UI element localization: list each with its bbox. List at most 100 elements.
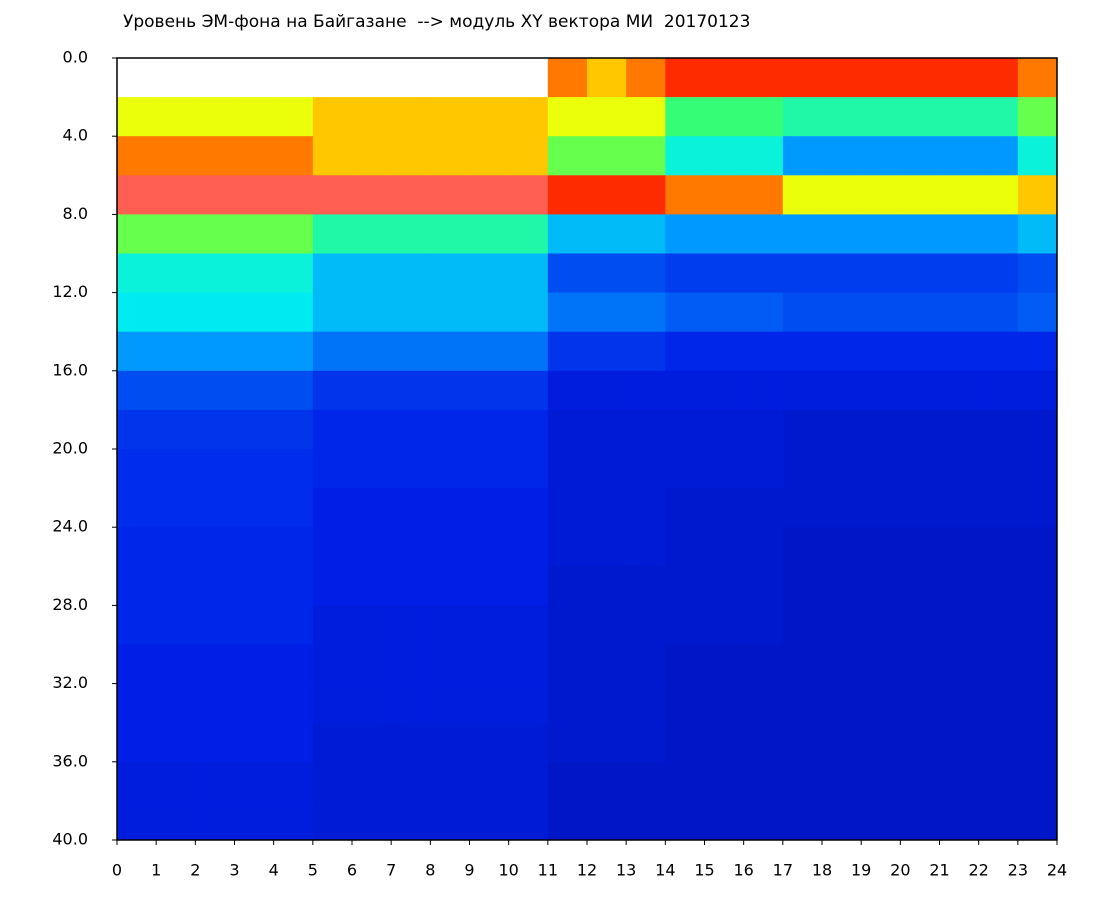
heat-cell	[430, 800, 470, 841]
heat-cell	[273, 136, 314, 176]
heat-cell	[234, 214, 275, 254]
heat-cell	[508, 800, 549, 841]
heat-cell	[822, 214, 862, 254]
heat-cell	[352, 644, 392, 685]
x-tick-label: 24	[1047, 861, 1067, 880]
heat-cell	[743, 449, 784, 489]
heat-cell	[587, 253, 627, 294]
heat-cell	[626, 605, 666, 645]
heat-cell	[978, 527, 1019, 567]
heat-cell	[665, 644, 705, 685]
heat-cell	[273, 488, 314, 528]
heat-cell	[391, 331, 431, 372]
heat-cell	[782, 605, 823, 645]
heat-cell	[117, 800, 157, 841]
heat-cell	[587, 605, 627, 645]
heat-cell	[391, 605, 431, 645]
heat-cell	[273, 722, 314, 763]
heat-cell	[626, 253, 666, 294]
heat-cell	[822, 449, 862, 489]
y-tick-label: 16.0	[52, 360, 88, 379]
heat-cell	[1017, 253, 1058, 294]
heat-cell	[861, 175, 901, 215]
heat-cell	[508, 449, 549, 489]
heat-cell	[391, 722, 431, 763]
x-tick-label: 16	[733, 861, 753, 880]
heat-cell	[312, 370, 353, 411]
heat-cell	[273, 566, 314, 606]
heat-cell	[704, 409, 745, 450]
heat-cell	[234, 253, 275, 294]
heat-cell	[861, 527, 901, 567]
heat-cell	[391, 449, 431, 489]
heat-cell	[978, 292, 1019, 333]
heat-cell	[273, 644, 314, 685]
heat-cell	[547, 97, 588, 137]
heat-cell	[861, 605, 901, 645]
heat-cell	[273, 253, 314, 294]
heat-cell	[665, 761, 705, 802]
heat-cell	[704, 449, 745, 489]
heat-cell	[743, 644, 784, 685]
heat-cell	[587, 644, 627, 685]
heat-cell	[234, 488, 275, 528]
heat-cell	[312, 683, 353, 724]
heat-cell	[743, 97, 784, 137]
heat-cell	[391, 370, 431, 411]
heat-cell	[822, 683, 862, 724]
x-tick-label: 0	[112, 861, 122, 880]
heat-cell	[312, 97, 353, 137]
y-tick-label: 24.0	[52, 517, 88, 536]
heat-cell	[1017, 761, 1058, 802]
heat-cell	[822, 409, 862, 450]
heat-cell	[665, 370, 705, 411]
heat-cell	[312, 449, 353, 489]
heat-cell	[587, 214, 627, 254]
heat-cell	[665, 449, 705, 489]
heat-cell	[978, 331, 1019, 372]
heat-cell	[900, 449, 940, 489]
heat-cell	[782, 370, 823, 411]
heat-cell	[782, 449, 823, 489]
heat-cell	[312, 566, 353, 606]
heat-cell	[391, 566, 431, 606]
heat-cell	[469, 292, 510, 333]
x-tick-label: 15	[694, 861, 714, 880]
heat-cell	[195, 488, 235, 528]
heat-cell	[312, 331, 353, 372]
heat-cell	[547, 370, 588, 411]
heat-cell	[861, 449, 901, 489]
heat-cell	[156, 175, 196, 215]
x-tick-label: 10	[498, 861, 518, 880]
heat-cell	[234, 370, 275, 411]
heat-cell	[939, 409, 980, 450]
heat-cell	[861, 722, 901, 763]
heat-cell	[1017, 175, 1058, 215]
heat-cell	[430, 97, 470, 137]
heat-cell	[978, 566, 1019, 606]
heat-cell	[782, 683, 823, 724]
heat-cell	[822, 58, 862, 98]
heat-cell	[1017, 292, 1058, 333]
heat-cell	[195, 449, 235, 489]
heat-cell	[547, 331, 588, 372]
heat-cell	[156, 331, 196, 372]
heat-cell	[352, 331, 392, 372]
heat-cell	[587, 136, 627, 176]
heat-cell	[195, 97, 235, 137]
heat-cell	[156, 605, 196, 645]
heat-cell	[939, 370, 980, 411]
heat-cell	[900, 331, 940, 372]
heat-cell	[273, 527, 314, 567]
heat-cell	[822, 761, 862, 802]
heat-cell	[234, 722, 275, 763]
heat-cell	[352, 527, 392, 567]
heat-cell	[900, 644, 940, 685]
heat-cell	[978, 449, 1019, 489]
heat-cell	[391, 761, 431, 802]
heat-cell	[1017, 409, 1058, 450]
heat-cell	[704, 136, 745, 176]
heat-cell	[900, 488, 940, 528]
heat-cell	[469, 175, 510, 215]
heat-cell	[391, 214, 431, 254]
